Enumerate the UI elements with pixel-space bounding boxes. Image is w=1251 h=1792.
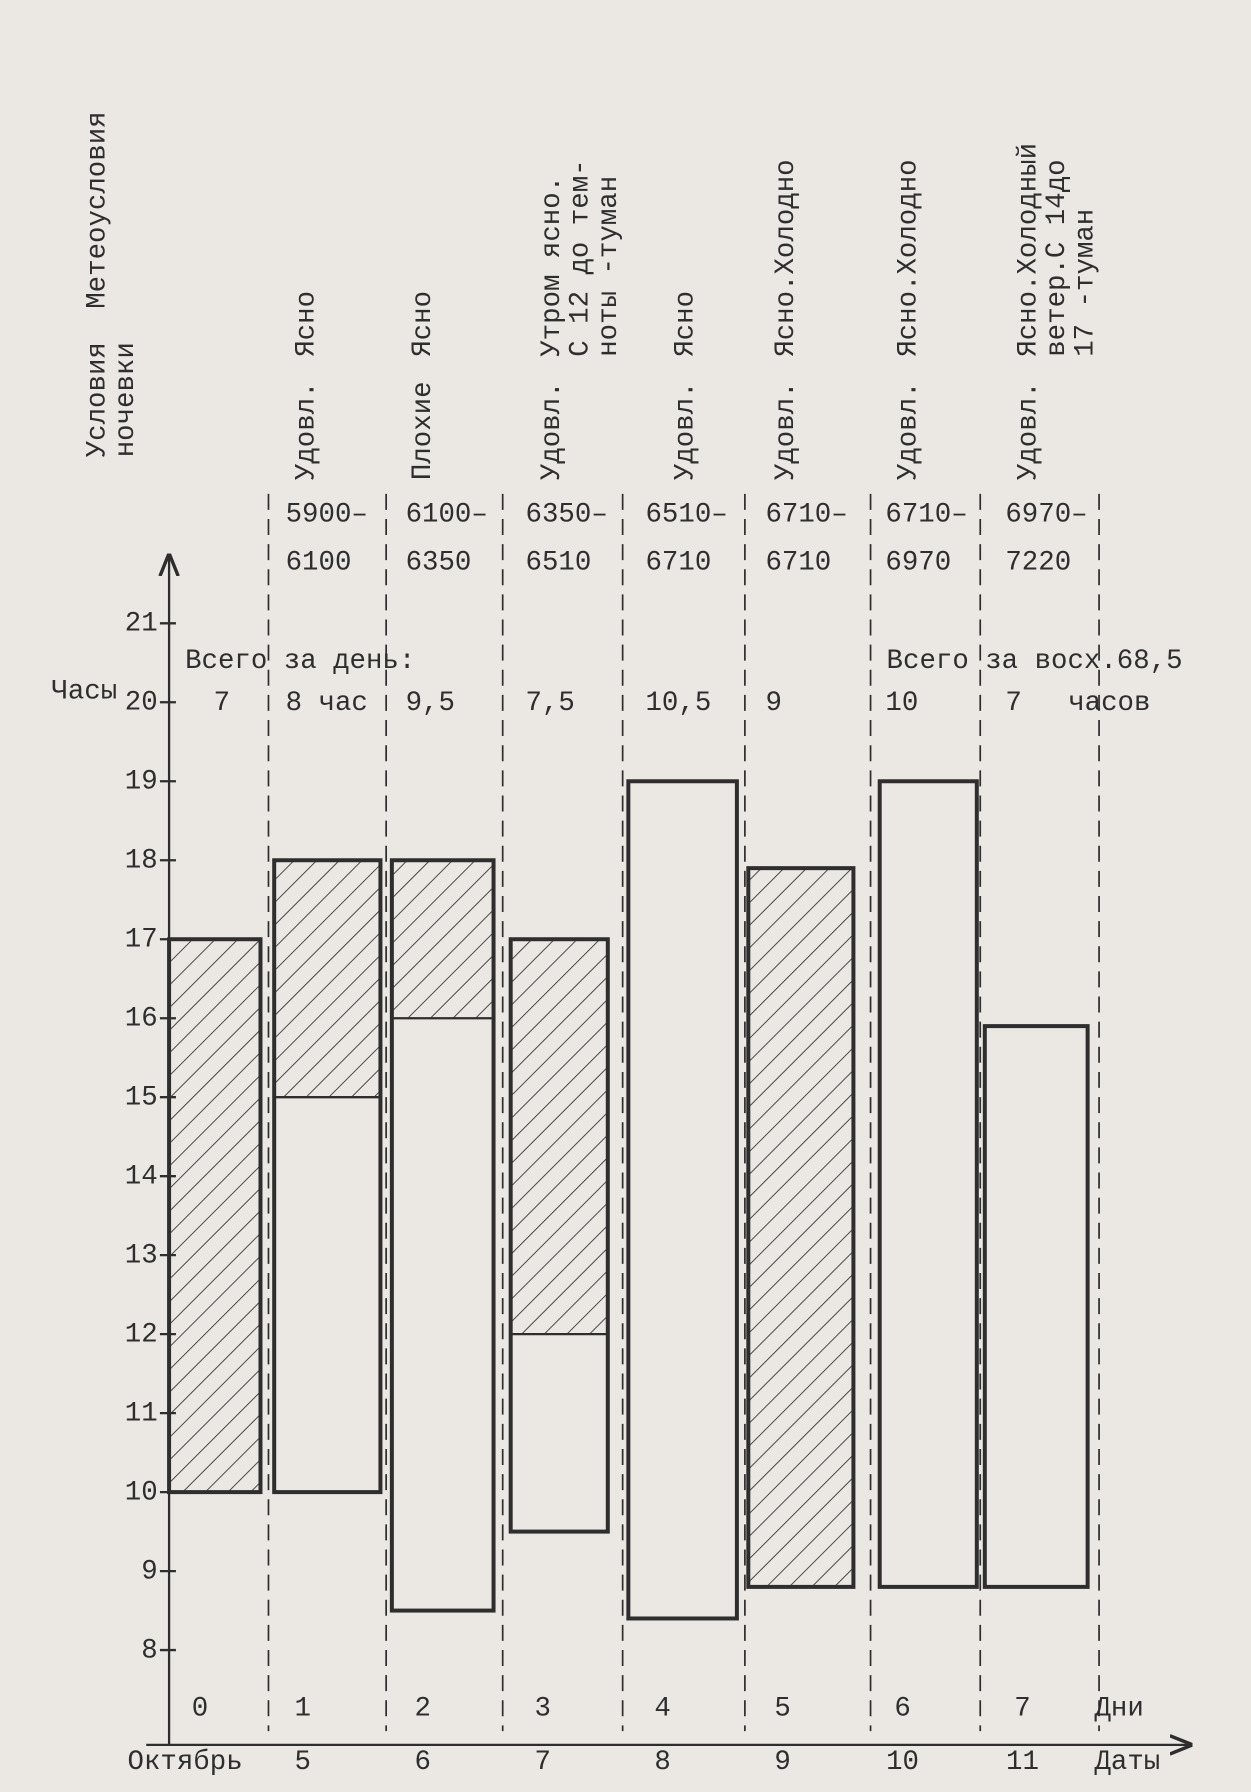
bar — [746, 866, 856, 1589]
hatched-segment — [748, 868, 854, 1587]
y-tick-label: 8 — [141, 1635, 157, 1666]
altitude: 6100 — [286, 548, 352, 579]
y-tick-label: 14 — [125, 1161, 158, 1192]
date-label: 9 — [774, 1747, 790, 1778]
night-conditions: Удовл. — [771, 381, 802, 480]
weather: Ясно — [408, 291, 439, 357]
altitude: 6710– — [765, 500, 847, 531]
hatched-segment — [510, 939, 608, 1335]
hatched-segment — [391, 860, 494, 1019]
weather: Утром ясно. — [537, 176, 568, 357]
day-total: 10 — [885, 688, 918, 719]
altitude: 6510– — [645, 500, 727, 531]
altitude: 5900– — [286, 500, 368, 531]
date-label: 10 — [886, 1747, 919, 1778]
weather: Ясно — [291, 291, 322, 357]
grand-total: Всего за восх.68,5 — [887, 646, 1183, 677]
altitude: 6710– — [885, 500, 967, 531]
weather: ветер.С 14до — [1042, 159, 1073, 356]
date-label: 6 — [414, 1747, 430, 1778]
day-total: 10,5 — [645, 688, 711, 719]
bar — [167, 937, 263, 1495]
day-total: 7 — [214, 688, 230, 719]
y-label: Часы — [51, 677, 117, 708]
weather: Ясно.Холодно — [893, 159, 924, 356]
day-label: 7 — [1014, 1694, 1030, 1725]
altitude: 6100– — [406, 500, 488, 531]
date-label: 8 — [654, 1747, 670, 1778]
date-label: 11 — [1006, 1747, 1039, 1778]
night-conditions: Удовл. — [291, 381, 322, 480]
day-total: 9,5 — [406, 688, 455, 719]
day-label: 4 — [654, 1694, 670, 1725]
y-tick-label: 11 — [125, 1398, 158, 1429]
weather: Ясно.Холодно — [771, 159, 802, 356]
y-tick-label: 20 — [125, 688, 158, 719]
altitude: 6350 — [406, 548, 472, 579]
y-tick-label: 15 — [125, 1082, 158, 1113]
day-total: 7 — [1005, 688, 1021, 719]
night-conditions: Удовл. — [537, 381, 568, 480]
day-label: 2 — [414, 1694, 430, 1725]
weather: ноты -туман — [594, 176, 625, 357]
y-tick-label: 13 — [125, 1240, 158, 1271]
night-conditions: Плохие — [408, 381, 439, 480]
altitude: 6350– — [526, 500, 608, 531]
y-tick-label: 17 — [125, 924, 158, 955]
weather: С 12 до тем- — [566, 159, 597, 356]
bar — [508, 937, 610, 1534]
header-conditions: Условия — [82, 342, 113, 457]
weather: Ясно — [671, 291, 702, 357]
altitude: 6970– — [1005, 500, 1087, 531]
y-tick-label: 21 — [125, 609, 158, 640]
bar — [272, 858, 383, 1495]
altitude: 6970 — [885, 548, 951, 579]
day-label: 3 — [534, 1694, 550, 1725]
altitude: 6710 — [765, 548, 831, 579]
day-total: 8 час — [286, 688, 368, 719]
day-label: 1 — [295, 1694, 311, 1725]
y-tick-label: 16 — [125, 1003, 158, 1034]
bar — [982, 1024, 1090, 1589]
x-label: Дни — [1094, 1694, 1143, 1725]
date-label: Октябрь — [128, 1747, 243, 1778]
date-label: 5 — [295, 1747, 311, 1778]
hatched-segment — [274, 860, 381, 1098]
altitude: 6510 — [526, 548, 592, 579]
day-total: 9 — [765, 688, 781, 719]
day-label: 6 — [894, 1694, 910, 1725]
night-conditions: Удовл. — [893, 381, 924, 480]
bar — [877, 779, 979, 1589]
weather: Ясно.Холодный — [1013, 143, 1044, 357]
altitude: 7220 — [1005, 548, 1071, 579]
y-tick-label: 12 — [125, 1319, 158, 1350]
grand-total-unit: часов — [1068, 688, 1150, 719]
bar — [626, 779, 739, 1621]
night-conditions: Удовл. — [1013, 381, 1044, 480]
y-tick-label: 18 — [125, 845, 158, 876]
y-tick-label: 10 — [125, 1477, 158, 1508]
day-label: 5 — [774, 1694, 790, 1725]
weather: 17 -туман — [1071, 209, 1102, 357]
header-weather: Метеоусловия — [82, 111, 113, 308]
total-label: Всего за день: — [185, 646, 415, 677]
date-label: 7 — [534, 1747, 550, 1778]
day-total: 7,5 — [526, 688, 575, 719]
y-tick-label: 9 — [141, 1556, 157, 1587]
bar — [389, 858, 496, 1613]
date-label: Даты — [1094, 1747, 1160, 1778]
day-label: 0 — [192, 1694, 208, 1725]
header-conditions: ночевки — [111, 342, 142, 457]
y-tick-label: 19 — [125, 767, 158, 798]
altitude: 6710 — [645, 548, 711, 579]
night-conditions: Удовл. — [671, 381, 702, 480]
hatched-segment — [169, 939, 261, 1493]
